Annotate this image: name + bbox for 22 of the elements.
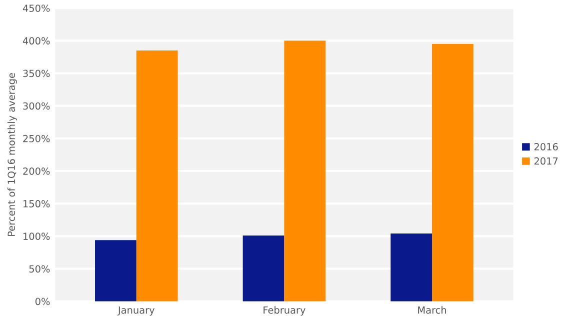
y-tick-label: 0% [35,298,50,306]
legend-label: 2017 [534,157,558,165]
y-tick-label: 100% [24,232,50,240]
bar [284,40,326,302]
y-tick-label: 450% [22,4,50,12]
y-tick-label: 350% [23,70,50,78]
x-tick-label: February [264,306,306,316]
y-tick-label: 50% [29,265,50,273]
bar [390,234,432,302]
y-tick-label: 200% [23,167,50,175]
bar [136,50,178,302]
y-axis-title: Percent of 1Q16 monthly average [7,73,17,236]
y-tick-label: 300% [23,102,50,110]
y-tick-label: 150% [24,200,50,208]
y-tick-label: 400% [22,37,50,45]
legend-label: 2016 [534,143,558,150]
x-tick-label: January [117,306,155,316]
x-tick-label: March [418,306,446,314]
bar [95,240,136,302]
bar [432,44,474,302]
y-tick-label: 250% [23,134,50,142]
bar [242,236,284,302]
